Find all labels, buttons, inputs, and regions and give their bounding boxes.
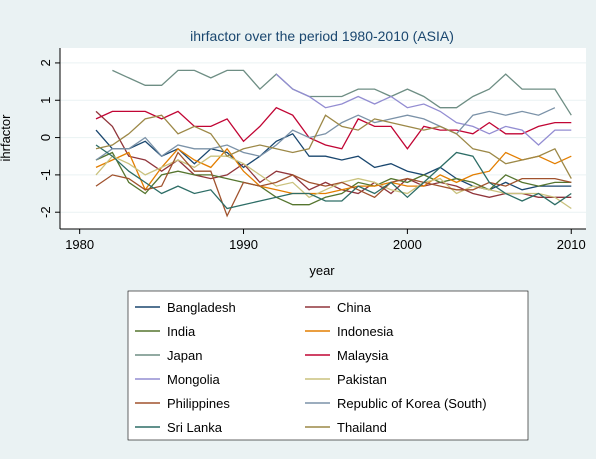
- x-tick-label: 2010: [557, 237, 586, 252]
- chart-title: ihrfactor over the period 1980-2010 (ASI…: [190, 28, 454, 44]
- legend-label: Pakistan: [337, 372, 387, 387]
- x-tick-label: 1980: [65, 237, 94, 252]
- legend-label: Mongolia: [167, 372, 221, 387]
- series-line: [95, 114, 572, 179]
- series-line: [95, 129, 572, 191]
- series-line: [95, 107, 556, 161]
- legend-label: Bangladesh: [167, 300, 236, 315]
- y-axis-label: ihrfactor: [0, 114, 13, 162]
- series-line: [95, 144, 572, 210]
- x-tick-label: 1990: [229, 237, 258, 252]
- y-tick-label: -2: [38, 206, 53, 218]
- legend-label: Thailand: [337, 420, 387, 435]
- series-line: [112, 69, 572, 116]
- y-tick-label: 1: [38, 97, 53, 104]
- y-tick-label: 0: [38, 134, 53, 141]
- legend-label: China: [337, 300, 372, 315]
- legend-label: India: [167, 324, 196, 339]
- legend-label: Philippines: [167, 396, 230, 411]
- series-line: [95, 151, 572, 218]
- x-tick-label: 2000: [393, 237, 422, 252]
- series-line: [275, 73, 572, 146]
- legend-label: Indonesia: [337, 324, 394, 339]
- legend-label: Republic of Korea (South): [337, 396, 487, 411]
- legend-label: Malaysia: [337, 348, 389, 363]
- legend-box: [127, 290, 529, 441]
- y-tick-label: -1: [38, 169, 53, 181]
- series-line: [95, 147, 572, 195]
- y-tick-label: 2: [38, 59, 53, 66]
- x-axis-label: year: [309, 263, 335, 278]
- series-line: [95, 155, 572, 210]
- series-line: [95, 106, 572, 150]
- legend-label: Japan: [167, 348, 202, 363]
- series-line: [95, 151, 572, 206]
- legend-label: Sri Lanka: [167, 420, 223, 435]
